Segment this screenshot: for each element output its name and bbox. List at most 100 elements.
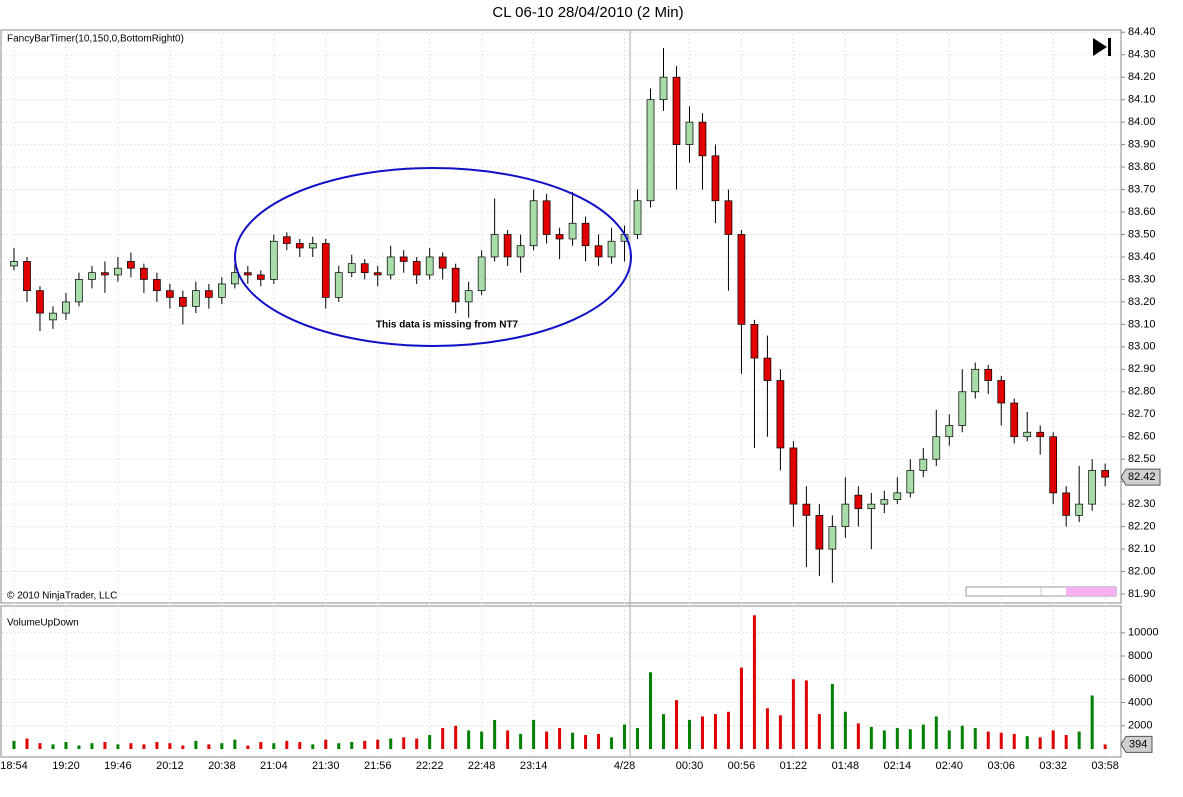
volume-bar — [1090, 695, 1094, 749]
volume-bar — [804, 680, 808, 749]
candle-body — [205, 290, 213, 298]
y-tick-label: 82.10 — [1128, 543, 1156, 555]
volume-bar — [337, 743, 341, 749]
candle-body — [10, 261, 18, 267]
volume-bar — [194, 740, 198, 749]
volume-bar — [662, 714, 665, 749]
volume-bar — [726, 711, 730, 749]
candle-body — [958, 391, 967, 426]
volume-bar — [545, 731, 549, 749]
candle-body — [1075, 503, 1084, 516]
volume-bar — [1038, 737, 1042, 749]
candle-body — [88, 272, 96, 280]
candle-body — [425, 256, 434, 276]
end-bar-icon[interactable] — [1108, 38, 1111, 56]
volume-bar — [1051, 730, 1055, 749]
x-tick-label: 02:40 — [936, 760, 964, 772]
volume-bar — [1025, 736, 1029, 749]
play-icon[interactable] — [1093, 38, 1107, 56]
volume-bar — [1012, 733, 1016, 749]
y-tick-label: 8000 — [1128, 650, 1152, 662]
x-tick-label: 22:48 — [468, 760, 496, 772]
volume-bar — [791, 679, 795, 749]
x-tick-label: 02:14 — [884, 760, 912, 772]
candle-body — [646, 99, 655, 202]
timer-fill — [1066, 587, 1116, 596]
volume-bar — [1103, 744, 1107, 749]
candle-body — [984, 368, 993, 381]
y-tick-label: 83.30 — [1128, 273, 1156, 285]
x-tick-label: 19:46 — [104, 760, 132, 772]
volume-bar — [155, 742, 159, 749]
candle-body — [997, 380, 1006, 404]
candle-body — [140, 267, 148, 280]
candle-body — [490, 234, 499, 258]
chart-title: CL 06-10 28/04/2010 (2 Min) — [492, 4, 683, 21]
x-tick-label: 18:54 — [0, 760, 28, 772]
candle-body — [153, 279, 161, 292]
candle-body — [1088, 470, 1097, 505]
y-tick-label: 82.70 — [1128, 408, 1156, 420]
y-tick-label: 83.50 — [1128, 228, 1156, 240]
candle-body — [1062, 492, 1071, 516]
y-tick-label: 83.90 — [1128, 139, 1156, 151]
annotation-text: This data is missing from NT7 — [376, 320, 519, 331]
candle-body — [179, 297, 187, 307]
volume-bar — [908, 729, 912, 749]
y-tick-label: 84.20 — [1128, 71, 1156, 83]
y-tick-label: 82.20 — [1128, 521, 1156, 533]
x-tick-label: 03:32 — [1039, 760, 1067, 772]
candle-body — [893, 492, 902, 500]
candle-body — [542, 200, 551, 235]
grid — [2, 30, 1120, 757]
volume-bar — [973, 728, 977, 749]
candle-body — [659, 76, 668, 101]
candle-body — [971, 368, 980, 393]
candle-body — [607, 240, 616, 258]
volume-bar — [376, 739, 380, 749]
candle-body — [919, 458, 928, 471]
volume-bar — [233, 739, 237, 749]
x-tick-label: 01:22 — [780, 760, 808, 772]
x-tick-label: 21:56 — [364, 760, 392, 772]
candle-body — [243, 272, 252, 276]
volume-bar — [558, 728, 562, 749]
go-to-end-button[interactable] — [1093, 38, 1111, 56]
candle-body — [230, 272, 239, 285]
volume-bar — [778, 715, 782, 749]
candle-body — [750, 324, 759, 359]
volume-bar — [947, 730, 951, 749]
candle-body — [127, 261, 135, 269]
candle-body — [360, 263, 369, 274]
y-tick-label: 83.10 — [1128, 318, 1156, 330]
x-tick-label: 00:30 — [676, 760, 704, 772]
y-tick-label: 83.20 — [1128, 296, 1156, 308]
candle-body — [1036, 431, 1045, 438]
candle-body — [854, 494, 863, 509]
volume-bar — [454, 725, 458, 749]
volume-bar — [129, 743, 133, 749]
copyright: © 2010 NinjaTrader, LLC — [7, 591, 117, 602]
candle-body — [412, 261, 421, 276]
volume-bar — [817, 714, 821, 749]
candle-body — [529, 200, 538, 247]
volume-bar — [441, 728, 445, 749]
candle-body — [802, 503, 811, 516]
candle-body — [36, 290, 44, 314]
volume-bar — [895, 728, 899, 749]
volume-bar — [220, 743, 224, 749]
annotation-ellipse — [234, 167, 632, 347]
y-tick-label: 84.00 — [1128, 116, 1156, 128]
candle-body — [308, 243, 317, 249]
indicator-label: FancyBarTimer(10,150,0,BottomRight0) — [7, 34, 184, 45]
volume-bar — [90, 743, 94, 749]
candle-body — [62, 301, 70, 314]
volume-bar — [246, 745, 250, 749]
volume-bar — [389, 738, 393, 749]
volume-bar — [856, 723, 860, 749]
candle-body — [166, 290, 174, 298]
volume-bar — [298, 742, 302, 749]
volume-bar — [1077, 731, 1081, 749]
candle-body — [568, 222, 577, 240]
